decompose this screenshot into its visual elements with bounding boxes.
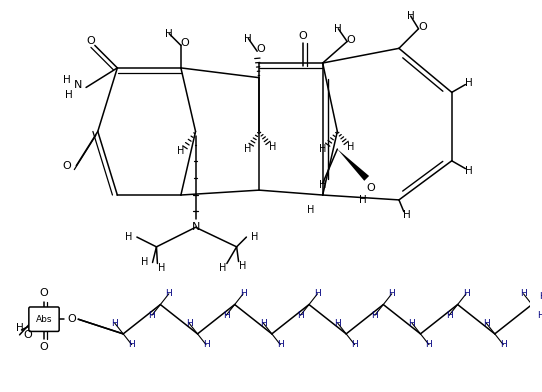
Text: H: H bbox=[483, 319, 489, 328]
Text: H: H bbox=[425, 340, 433, 349]
Text: O: O bbox=[87, 36, 95, 45]
Text: H: H bbox=[220, 263, 227, 273]
Text: H: H bbox=[244, 144, 251, 154]
Text: H: H bbox=[149, 311, 155, 320]
Text: H: H bbox=[297, 311, 304, 320]
Text: H: H bbox=[111, 319, 118, 328]
Text: O: O bbox=[257, 44, 266, 54]
Text: H: H bbox=[466, 165, 473, 176]
Text: H: H bbox=[409, 319, 415, 328]
Text: H: H bbox=[186, 319, 192, 328]
Text: H: H bbox=[64, 90, 72, 100]
Text: H: H bbox=[347, 142, 354, 152]
Text: H: H bbox=[463, 289, 469, 298]
Text: O: O bbox=[347, 34, 356, 45]
Text: H: H bbox=[125, 232, 133, 242]
Text: N: N bbox=[191, 222, 200, 232]
Text: O: O bbox=[67, 314, 76, 324]
Text: O: O bbox=[180, 38, 189, 49]
Text: H: H bbox=[334, 319, 341, 328]
Text: O: O bbox=[40, 288, 48, 298]
Text: H: H bbox=[314, 289, 321, 298]
Polygon shape bbox=[337, 149, 369, 181]
Text: O: O bbox=[418, 22, 427, 32]
FancyBboxPatch shape bbox=[29, 307, 59, 331]
Text: H: H bbox=[446, 311, 453, 320]
Text: H: H bbox=[319, 144, 326, 154]
Text: N: N bbox=[74, 80, 82, 89]
Text: O: O bbox=[366, 183, 375, 193]
Text: H: H bbox=[539, 292, 542, 301]
Text: H: H bbox=[307, 205, 315, 215]
Text: H: H bbox=[277, 340, 283, 349]
Text: H: H bbox=[466, 78, 473, 87]
Text: H: H bbox=[244, 34, 252, 44]
Text: H: H bbox=[250, 232, 258, 242]
Text: H: H bbox=[165, 289, 172, 298]
Text: H: H bbox=[240, 289, 247, 298]
Text: H: H bbox=[269, 142, 276, 152]
Text: H: H bbox=[177, 146, 185, 156]
Text: H: H bbox=[334, 24, 342, 34]
Text: H: H bbox=[500, 340, 507, 349]
Text: H: H bbox=[389, 289, 395, 298]
Text: H: H bbox=[520, 289, 527, 298]
Text: H: H bbox=[16, 323, 23, 333]
Text: O: O bbox=[299, 31, 307, 41]
Text: H: H bbox=[403, 210, 411, 220]
Text: H: H bbox=[319, 180, 326, 190]
Text: H: H bbox=[537, 311, 542, 320]
Text: H: H bbox=[260, 319, 267, 328]
Text: O: O bbox=[62, 161, 71, 171]
Text: H: H bbox=[158, 263, 165, 273]
Text: O: O bbox=[23, 330, 32, 340]
Text: H: H bbox=[165, 29, 173, 39]
Text: H: H bbox=[141, 258, 149, 267]
Text: H: H bbox=[239, 261, 246, 271]
Text: H: H bbox=[351, 340, 358, 349]
Text: H: H bbox=[359, 195, 366, 205]
Text: H: H bbox=[63, 74, 70, 85]
Text: H: H bbox=[223, 311, 230, 320]
Text: Abs: Abs bbox=[36, 315, 52, 324]
Text: O: O bbox=[40, 341, 48, 352]
Text: H: H bbox=[128, 340, 135, 349]
Text: H: H bbox=[407, 11, 415, 21]
Text: H: H bbox=[371, 311, 378, 320]
Text: H: H bbox=[203, 340, 209, 349]
